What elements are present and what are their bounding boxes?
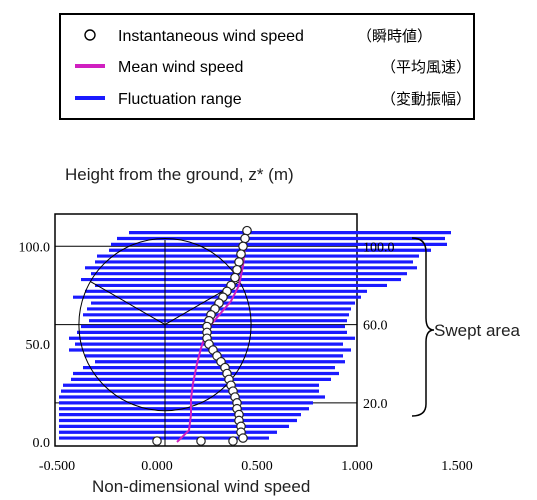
legend-label-fluctuation: Fluctuation range — [118, 91, 242, 108]
y-tick-label-right: 100.0 — [363, 240, 395, 255]
instantaneous-point — [238, 241, 248, 252]
x-axis-title: Non-dimensional wind speed — [92, 477, 310, 496]
y-tick-label-left: 50.0 — [26, 338, 51, 353]
legend-label-instantaneous: Instantaneous wind speed — [118, 28, 304, 45]
y-axis-title: Height from the ground, z* (m) — [65, 165, 294, 184]
instantaneous-point — [236, 249, 246, 259]
legend-label-fluctuation-ja: （変動振幅） — [381, 91, 471, 108]
legend-label-mean: Mean wind speed — [118, 59, 243, 76]
instantaneous-point — [238, 433, 248, 443]
y-tick-label-right: 60.0 — [363, 319, 388, 334]
y-tick-label-left: 0.0 — [33, 436, 51, 451]
swept-area-label: Swept area — [434, 321, 521, 340]
instantaneous-point — [196, 436, 206, 446]
rotor-blade — [90, 281, 166, 326]
x-tick-label: 1.500 — [441, 459, 473, 474]
rotor-diagram — [78, 237, 252, 446]
y-tick-label-right: 20.0 — [363, 397, 388, 412]
legend: Instantaneous wind speed Mean wind speed… — [59, 13, 475, 120]
fluctuation-range-series — [59, 231, 451, 440]
instantaneous-point — [152, 436, 162, 446]
instantaneous-point — [228, 436, 238, 446]
x-tick-label: 0.500 — [241, 459, 273, 474]
legend-circle-marker — [84, 29, 96, 41]
instantaneous-point — [232, 264, 242, 275]
instantaneous-point — [240, 233, 250, 244]
mean-wind-line — [176, 246, 246, 443]
x-tick-label: 0.000 — [141, 459, 173, 474]
y-tick-label-left: 100.0 — [19, 240, 51, 255]
instantaneous-wind-series — [152, 225, 252, 446]
legend-box — [59, 13, 475, 120]
x-tick-label: -0.500 — [39, 459, 75, 474]
x-tick-label: 1.000 — [341, 459, 373, 474]
instantaneous-point — [242, 225, 252, 236]
instantaneous-point — [234, 257, 244, 267]
swept-area-bracket — [411, 237, 435, 417]
legend-label-mean-ja: （平均風速） — [381, 59, 471, 76]
instantaneous-point — [230, 272, 240, 283]
axis-tick-labels: -0.500 0.000 0.500 1.000 1.500 0.0 50.0 100.0 20… — [19, 240, 473, 474]
mean-wind-series — [176, 246, 246, 443]
legend-label-instantaneous-ja: （瞬時値） — [357, 28, 432, 45]
